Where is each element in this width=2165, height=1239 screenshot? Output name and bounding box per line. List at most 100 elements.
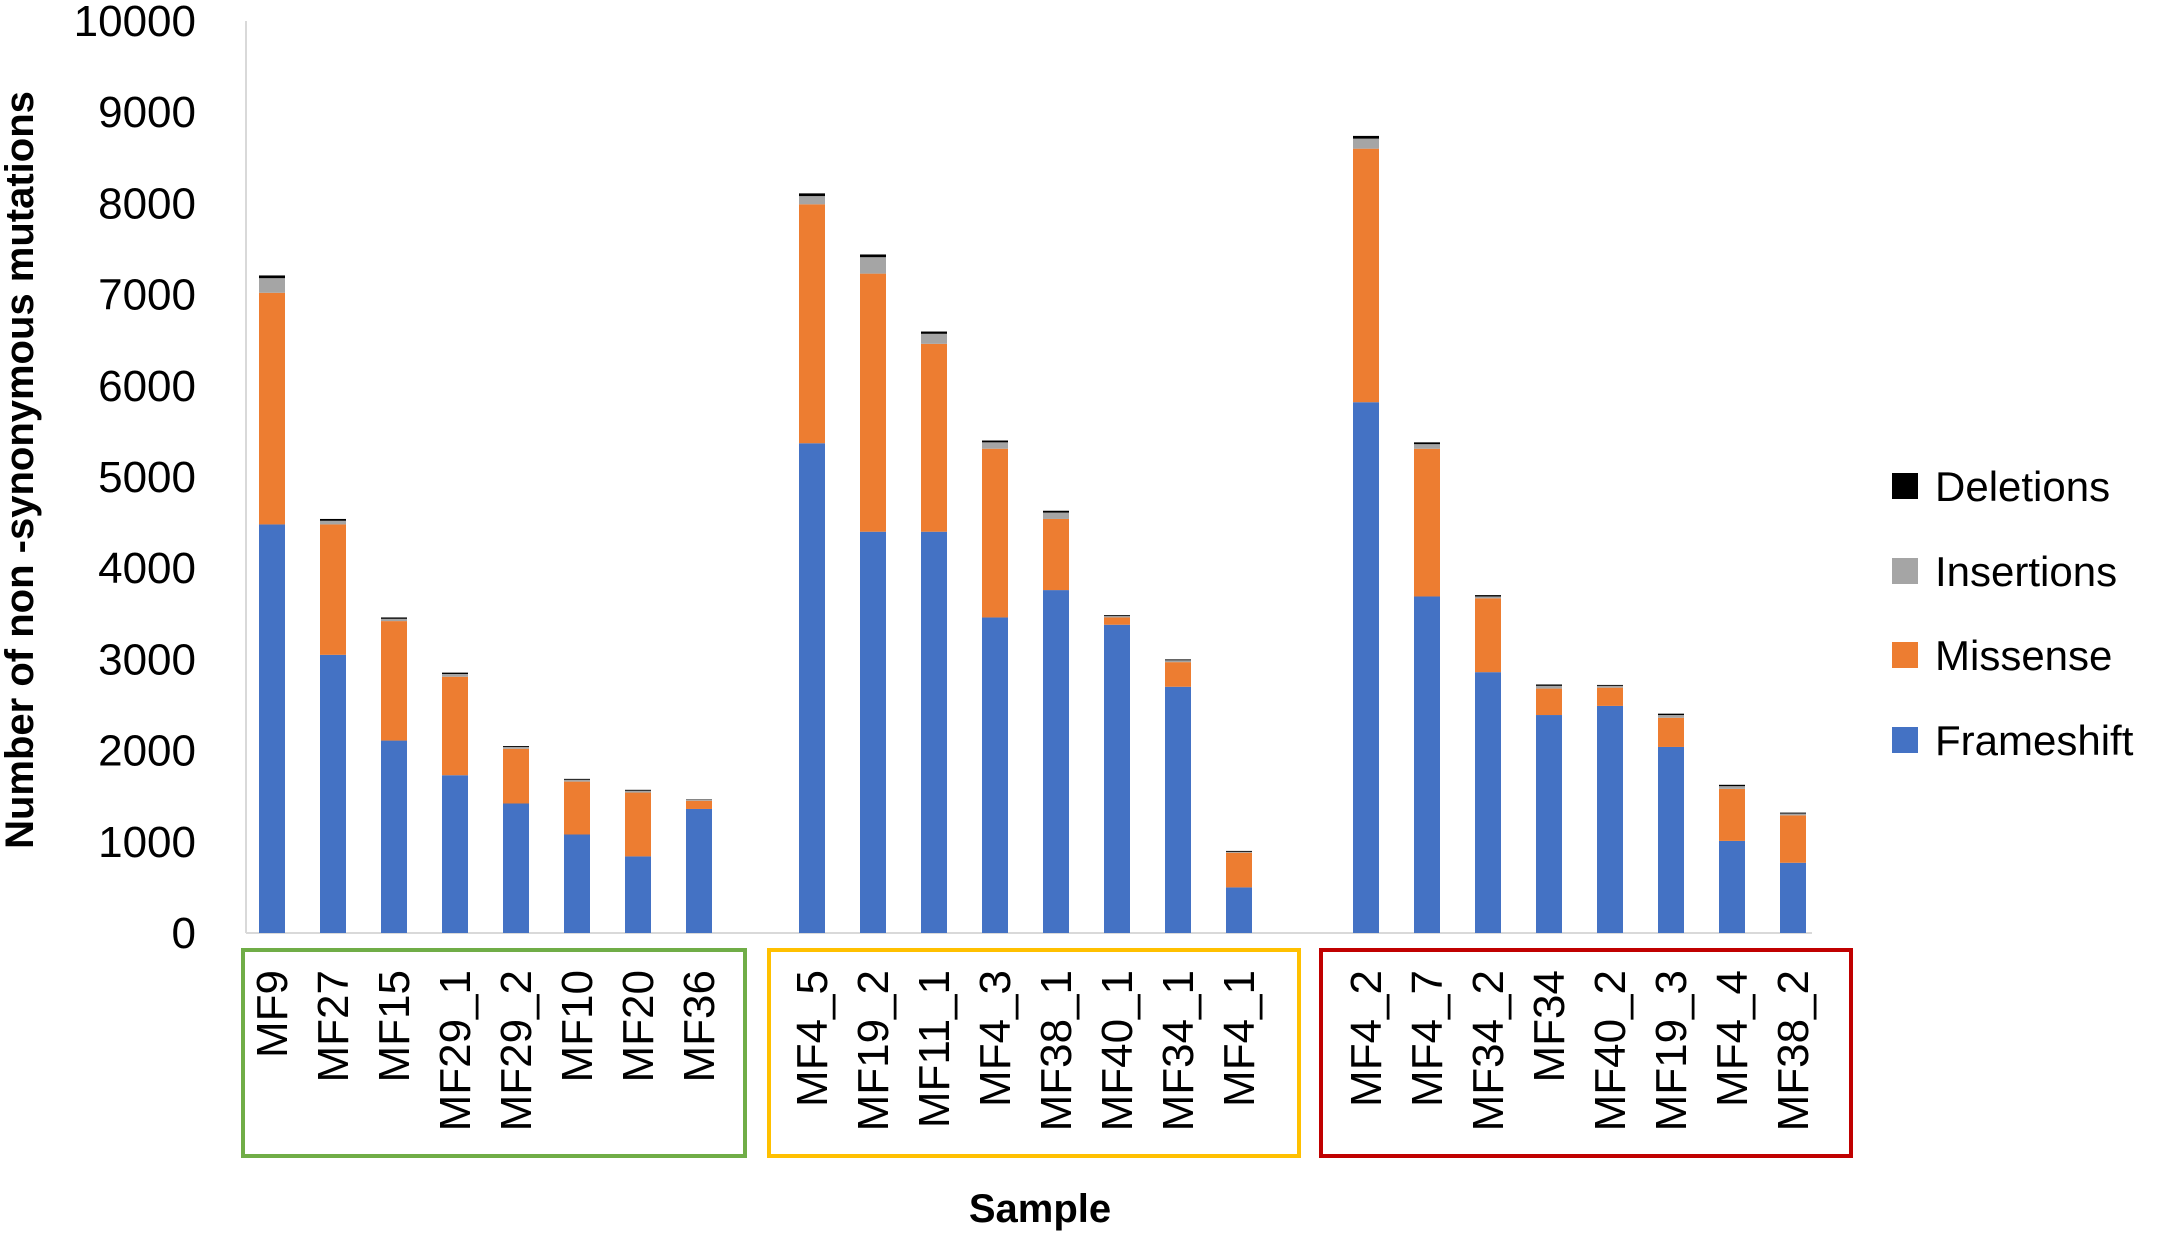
bar-frameshift-MF4_5: [799, 443, 825, 933]
bar-frameshift-MF20: [625, 856, 651, 933]
y-tick-label: 8000: [98, 179, 196, 228]
bar-missense-MF27: [320, 524, 346, 654]
bar-frameshift-MF19_3: [1658, 747, 1684, 933]
bar-insertions-MF4_2: [1353, 139, 1379, 149]
bar-insertions-MF27: [320, 521, 346, 525]
y-tick-label: 9000: [98, 88, 196, 137]
bar-missense-MF34_1: [1165, 662, 1191, 687]
x-tick-label: MF4_7: [1403, 970, 1452, 1107]
bar-deletions-MF40_2: [1597, 685, 1623, 686]
x-tick-label: MF4_5: [788, 970, 837, 1107]
bar-frameshift-MF4_7: [1414, 596, 1440, 933]
legend-label-frameshift: Frameshift: [1935, 717, 2134, 764]
bar-deletions-MF4_3: [982, 441, 1008, 443]
bar-frameshift-MF11_1: [921, 532, 947, 933]
bar-deletions-MF4_1: [1226, 851, 1252, 852]
x-tick-label: MF27: [309, 970, 358, 1082]
bar-insertions-MF4_3: [982, 442, 1008, 448]
bar-insertions-MF19_2: [860, 257, 886, 273]
bar-missense-MF4_2: [1353, 149, 1379, 403]
bar-insertions-MF38_2: [1780, 814, 1806, 816]
bar-insertions-MF9: [259, 278, 285, 293]
bar-deletions-MF40_1: [1104, 615, 1130, 616]
bar-frameshift-MF29_2: [503, 803, 529, 933]
bar-frameshift-MF40_2: [1597, 706, 1623, 933]
bar-missense-MF40_1: [1104, 617, 1130, 624]
y-tick-label: 4000: [98, 544, 196, 593]
bar-missense-MF4_1: [1226, 853, 1252, 888]
bar-missense-MF19_2: [860, 274, 886, 532]
x-tick-label: MF34: [1525, 970, 1574, 1082]
bar-insertions-MF11_1: [921, 334, 947, 344]
bar-frameshift-MF19_2: [860, 532, 886, 933]
bar-missense-MF4_7: [1414, 449, 1440, 597]
bar-frameshift-MF36: [686, 809, 712, 933]
bar-deletions-MF27: [320, 519, 346, 521]
bar-missense-MF4_4: [1719, 789, 1745, 841]
legend-swatch-frameshift: [1892, 727, 1918, 753]
bar-missense-MF34_2: [1475, 598, 1501, 672]
bar-insertions-MF40_1: [1104, 616, 1130, 617]
x-tick-label: MF34_1: [1154, 970, 1203, 1131]
legend-label-insertions: Insertions: [1935, 548, 2117, 595]
bar-deletions-MF15: [381, 617, 407, 618]
x-tick-label: MF20: [614, 970, 663, 1082]
bar-deletions-MF4_5: [799, 193, 825, 196]
y-tick-label: 3000: [98, 635, 196, 684]
x-tick-label: MF38_2: [1769, 970, 1818, 1131]
y-tick-label: 7000: [98, 271, 196, 320]
bar-frameshift-MF40_1: [1104, 625, 1130, 933]
bar-frameshift-MF34_1: [1165, 687, 1191, 933]
bar-deletions-MF29_1: [442, 673, 468, 674]
x-tick-label: MF11_1: [910, 970, 959, 1128]
bar-insertions-MF34_1: [1165, 660, 1191, 662]
bar-insertions-MF19_3: [1658, 715, 1684, 718]
bar-deletions-MF20: [625, 790, 651, 791]
y-axis-title: Number of non -synonymous mutations: [0, 91, 42, 849]
bar-deletions-MF38_1: [1043, 511, 1069, 513]
x-tick-label: MF38_1: [1032, 970, 1081, 1131]
bars: [259, 136, 1806, 933]
bar-deletions-MF4_2: [1353, 136, 1379, 139]
bar-insertions-MF4_5: [799, 196, 825, 204]
bar-deletions-MF4_4: [1719, 785, 1745, 786]
bar-missense-MF19_3: [1658, 718, 1684, 747]
bar-deletions-MF34: [1536, 684, 1562, 685]
bar-deletions-MF34_1: [1165, 659, 1191, 660]
bar-missense-MF34: [1536, 689, 1562, 715]
x-tick-label: MF4_4: [1708, 970, 1757, 1107]
x-tick-label: MF40_2: [1586, 970, 1635, 1131]
bar-insertions-MF4_1: [1226, 852, 1252, 853]
bar-frameshift-MF4_3: [982, 617, 1008, 933]
bar-frameshift-MF27: [320, 655, 346, 933]
bar-insertions-MF36: [686, 800, 712, 801]
bar-missense-MF38_1: [1043, 519, 1069, 590]
bar-deletions-MF19_2: [860, 254, 886, 257]
bar-deletions-MF38_2: [1780, 813, 1806, 814]
y-tick-label: 10000: [74, 0, 196, 46]
bar-missense-MF20: [625, 793, 651, 857]
bar-frameshift-MF4_2: [1353, 402, 1379, 933]
bar-deletions-MF34_2: [1475, 595, 1501, 596]
bar-missense-MF38_2: [1780, 815, 1806, 862]
x-tick-label: MF34_2: [1464, 970, 1513, 1131]
bar-insertions-MF34: [1536, 686, 1562, 689]
bar-deletions-MF9: [259, 275, 285, 278]
x-tick-label: MF10: [553, 970, 602, 1082]
x-axis-title: Sample: [969, 1187, 1111, 1231]
y-tick-label: 2000: [98, 727, 196, 776]
legend-swatch-deletions: [1892, 473, 1918, 499]
x-tick-label: MF9: [248, 970, 297, 1058]
bar-missense-MF15: [381, 621, 407, 740]
bar-deletions-MF29_2: [503, 746, 529, 747]
bar-frameshift-MF4_1: [1226, 887, 1252, 933]
bar-frameshift-MF9: [259, 524, 285, 933]
bar-insertions-MF20: [625, 791, 651, 793]
legend-label-missense: Missense: [1935, 632, 2112, 679]
bar-deletions-MF10: [564, 779, 590, 780]
y-tick-label: 0: [172, 909, 196, 958]
bar-missense-MF4_5: [799, 204, 825, 443]
bar-frameshift-MF4_4: [1719, 841, 1745, 933]
